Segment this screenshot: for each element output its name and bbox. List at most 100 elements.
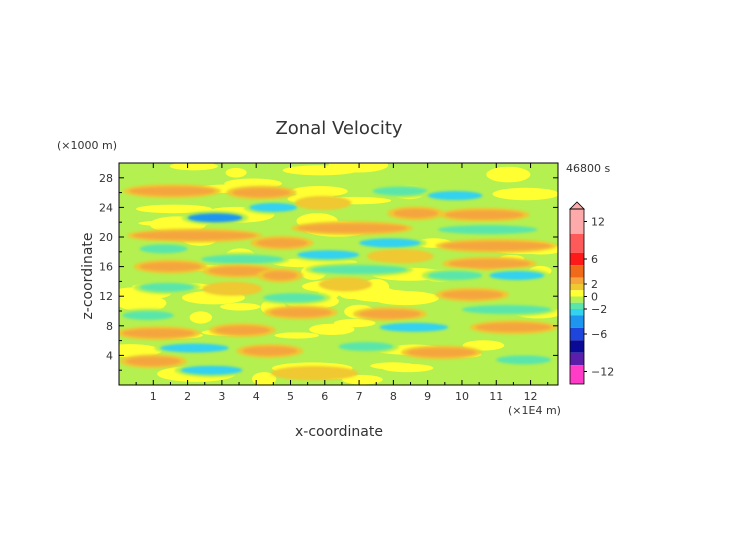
colorbar-segment	[570, 309, 584, 316]
velocity-band	[201, 254, 284, 264]
colorbar-segment	[570, 265, 584, 278]
y-tick-label: 4	[106, 349, 113, 362]
weak-positive-patch	[251, 372, 277, 385]
chart-title: Zonal Velocity	[275, 118, 402, 139]
x-tick-label: 5	[287, 390, 294, 403]
time-label: 46800 s	[566, 162, 610, 175]
velocity-band	[160, 343, 229, 353]
velocity-band	[249, 202, 298, 212]
y-axis-label: z-coordinate	[80, 232, 96, 319]
colorbar-segment	[570, 284, 584, 291]
x-tick-label: 7	[356, 390, 363, 403]
velocity-band	[372, 186, 428, 196]
x-tick-label: 8	[390, 390, 397, 403]
velocity-band	[139, 262, 202, 272]
weak-positive-patch	[220, 302, 261, 311]
velocity-band	[215, 325, 270, 335]
velocity-band	[276, 368, 353, 378]
velocity-band	[122, 310, 174, 320]
y-tick-label: 24	[99, 201, 113, 214]
velocity-band	[125, 356, 181, 366]
y-unit-label: (×1000 m)	[57, 139, 117, 152]
weak-positive-patch	[169, 163, 218, 171]
colorbar-segment	[570, 234, 584, 253]
colorbar-tick-label: −2	[591, 303, 607, 316]
y-axis-ticks: 4 8 12 16 20 24 28	[99, 172, 558, 371]
colorbar-segment	[570, 302, 584, 309]
plot-area	[119, 163, 558, 385]
velocity-band	[444, 210, 524, 220]
velocity-band	[441, 290, 504, 300]
velocity-band	[359, 309, 421, 319]
colorbar-segment	[570, 290, 584, 297]
weak-positive-patch	[290, 185, 348, 197]
velocity-band	[448, 259, 531, 269]
weak-positive-patch	[342, 374, 383, 385]
velocity-band	[496, 355, 552, 365]
x-tick-label: 1	[150, 390, 157, 403]
y-tick-label: 28	[99, 172, 113, 185]
colorbar-segment	[570, 252, 584, 266]
colorbar-segment	[570, 296, 584, 303]
x-tick-label: 4	[253, 390, 260, 403]
x-tick-label: 2	[184, 390, 191, 403]
x-unit-label: (×1E4 m)	[508, 404, 561, 417]
velocity-band	[263, 270, 298, 280]
colorbar-tick-label: 2	[591, 278, 598, 291]
velocity-band	[208, 266, 270, 276]
band-core	[204, 215, 227, 220]
colorbar-segment	[570, 340, 584, 353]
velocity-band	[139, 244, 188, 254]
velocity-band	[129, 186, 216, 196]
velocity-bands	[119, 184, 558, 381]
colorbar-segment	[570, 209, 584, 234]
velocity-band	[372, 251, 428, 261]
y-tick-label: 8	[106, 320, 113, 333]
weak-positive-patch	[333, 318, 376, 328]
velocity-band	[132, 231, 257, 241]
velocity-band	[359, 238, 421, 248]
velocity-band	[393, 208, 438, 218]
y-tick-label: 16	[99, 261, 113, 274]
velocity-band	[427, 191, 483, 201]
velocity-band	[242, 346, 298, 356]
y-tick-label: 20	[99, 231, 113, 244]
weak-positive-patch	[328, 163, 389, 173]
colorbar-segment	[570, 327, 584, 341]
x-tick-label: 3	[218, 390, 225, 403]
velocity-band	[379, 322, 449, 332]
velocity-band	[407, 347, 476, 357]
weak-positive-patch	[119, 294, 167, 312]
x-tick-label: 9	[424, 390, 431, 403]
velocity-band	[232, 188, 291, 198]
velocity-band	[437, 225, 538, 235]
velocity-band	[139, 282, 195, 292]
plot-frame	[118, 162, 559, 386]
weak-positive-patch	[462, 340, 505, 351]
colorbar: 12 6 20−2 −6 −12	[569, 201, 614, 385]
velocity-band	[338, 342, 394, 352]
x-axis-label: x-coordinate	[295, 424, 383, 440]
velocity-band	[256, 238, 308, 248]
velocity-band	[441, 241, 552, 251]
velocity-band	[324, 279, 366, 289]
velocity-band	[300, 198, 346, 208]
y-tick-label: 12	[99, 290, 113, 303]
velocity-band	[475, 322, 552, 332]
weak-positive-patch	[371, 291, 439, 306]
velocity-band	[297, 250, 360, 260]
velocity-band	[208, 284, 257, 294]
weak-positive-patch	[135, 204, 212, 214]
weak-positive-patch	[486, 166, 531, 183]
weak-positive-patch	[225, 167, 247, 178]
colorbar-segment	[570, 352, 584, 366]
velocity-band	[269, 307, 332, 317]
velocity-band	[180, 365, 243, 375]
colorbar-tick-label: 6	[591, 253, 598, 266]
velocity-band	[427, 270, 483, 280]
colorbar-segment	[570, 365, 584, 384]
colorbar-tick-label: 12	[591, 216, 605, 229]
colorbar-extend-arrow	[569, 201, 585, 210]
weak-positive-patch	[274, 332, 320, 339]
